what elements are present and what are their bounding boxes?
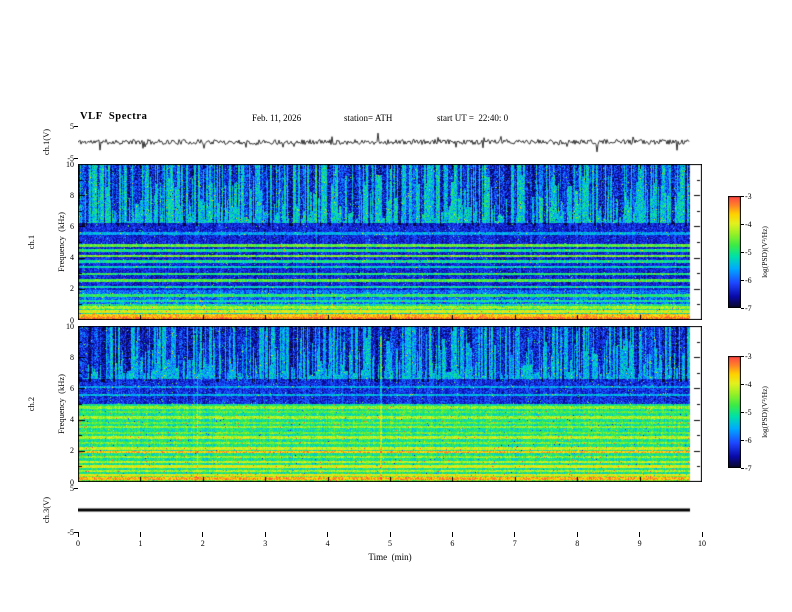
ytick-mark xyxy=(74,531,78,533)
colorbar-tick-mark xyxy=(741,383,744,385)
ytick-label: -5 xyxy=(67,527,74,537)
figure-title: VLF Spectra xyxy=(80,111,148,122)
colorbar-ch2-label: log(PSD)(V²/Hz) xyxy=(760,386,769,438)
colorbar-tick-label: -3 xyxy=(745,352,752,361)
time-tick-label: 9 xyxy=(637,539,642,548)
ytick-label: 10 xyxy=(66,321,74,331)
ytick-label: 0 xyxy=(70,315,74,325)
ytick-mark xyxy=(74,125,78,127)
time-tick-mark xyxy=(264,532,266,537)
ch2-spec-ylabel-channel: ch.2 xyxy=(26,396,36,412)
time-tick-label: 4 xyxy=(325,539,330,548)
ytick-label: 4 xyxy=(70,415,74,425)
ytick-label: 6 xyxy=(70,383,74,393)
ytick-mark xyxy=(74,157,78,159)
colorbar-ch1-label: log(PSD)(V²/Hz) xyxy=(760,226,769,278)
colorbar-tick-mark xyxy=(741,195,744,197)
time-tick-label: 0 xyxy=(76,539,80,548)
colorbar-tick-mark xyxy=(741,439,744,441)
ch1-waveform-canvas xyxy=(78,126,702,158)
time-tick-mark xyxy=(77,532,79,537)
time-tick-mark xyxy=(701,532,703,537)
colorbar-tick-mark xyxy=(741,251,744,253)
ytick-label: 2 xyxy=(70,446,74,456)
ch3-waveform-canvas xyxy=(78,488,702,532)
time-tick-label: 2 xyxy=(200,539,205,548)
time-tick-mark xyxy=(202,532,204,537)
colorbar-tick-label: -4 xyxy=(745,220,752,229)
colorbar-tick-label: -6 xyxy=(745,436,752,445)
ytick-label: -5 xyxy=(67,153,74,163)
time-axis-label: Time (min) xyxy=(368,552,412,562)
time-tick-mark xyxy=(451,532,453,537)
ch1-spec-ylabel-channel: ch.1 xyxy=(26,234,36,250)
ytick-label: 5 xyxy=(70,483,74,493)
ytick-label: 5 xyxy=(70,121,74,131)
colorbar-tick-mark xyxy=(741,223,744,225)
time-tick-label: 7 xyxy=(512,539,517,548)
colorbar-tick-mark xyxy=(741,411,744,413)
colorbar-tick-mark xyxy=(741,279,744,281)
time-tick-mark xyxy=(514,532,516,537)
time-tick-label: 8 xyxy=(575,539,580,548)
ch2-spectrogram-canvas xyxy=(78,326,702,482)
colorbar-tick-mark xyxy=(741,307,744,309)
colorbar-tick-label: -7 xyxy=(745,304,752,313)
time-tick-mark xyxy=(576,532,578,537)
ch1-wave-ylabel: ch.1(V) xyxy=(41,128,51,156)
colorbar-ch2-canvas xyxy=(728,356,741,468)
time-tick-label: 3 xyxy=(263,539,268,548)
ytick-label: 6 xyxy=(70,221,74,231)
colorbar-tick-label: -5 xyxy=(745,408,752,417)
ytick-label: 2 xyxy=(70,284,74,294)
colorbar-tick-label: -3 xyxy=(745,192,752,201)
colorbar-tick-label: -4 xyxy=(745,380,752,389)
figure-start-ut: start UT = 22:40: 0 xyxy=(437,113,509,123)
ytick-label: 8 xyxy=(70,352,74,362)
ytick-label: 4 xyxy=(70,253,74,263)
colorbar-tick-mark xyxy=(741,467,744,469)
time-tick-label: 10 xyxy=(698,539,706,548)
ytick-mark xyxy=(74,487,78,489)
ch3-wave-ylabel: ch.3(V) xyxy=(41,496,51,524)
colorbar-tick-label: -5 xyxy=(745,248,752,257)
ytick-label: 8 xyxy=(70,190,74,200)
time-tick-label: 6 xyxy=(450,539,455,548)
colorbar-tick-mark xyxy=(741,355,744,357)
time-tick-mark xyxy=(327,532,329,537)
ytick-label: 0 xyxy=(70,477,74,487)
colorbar-ch1-canvas xyxy=(728,196,741,308)
colorbar-tick-label: -6 xyxy=(745,276,752,285)
ytick-label: 10 xyxy=(66,159,74,169)
ch1-spectrogram-canvas xyxy=(78,164,702,320)
time-tick-label: 5 xyxy=(388,539,392,548)
figure-date: Feb. 11, 2026 xyxy=(252,113,302,123)
time-tick-label: 1 xyxy=(138,539,143,548)
time-tick-mark xyxy=(639,532,641,537)
time-tick-mark xyxy=(389,532,391,537)
time-tick-mark xyxy=(139,532,141,537)
colorbar-tick-label: -7 xyxy=(745,464,752,473)
figure-station: station= ATH xyxy=(344,113,393,123)
